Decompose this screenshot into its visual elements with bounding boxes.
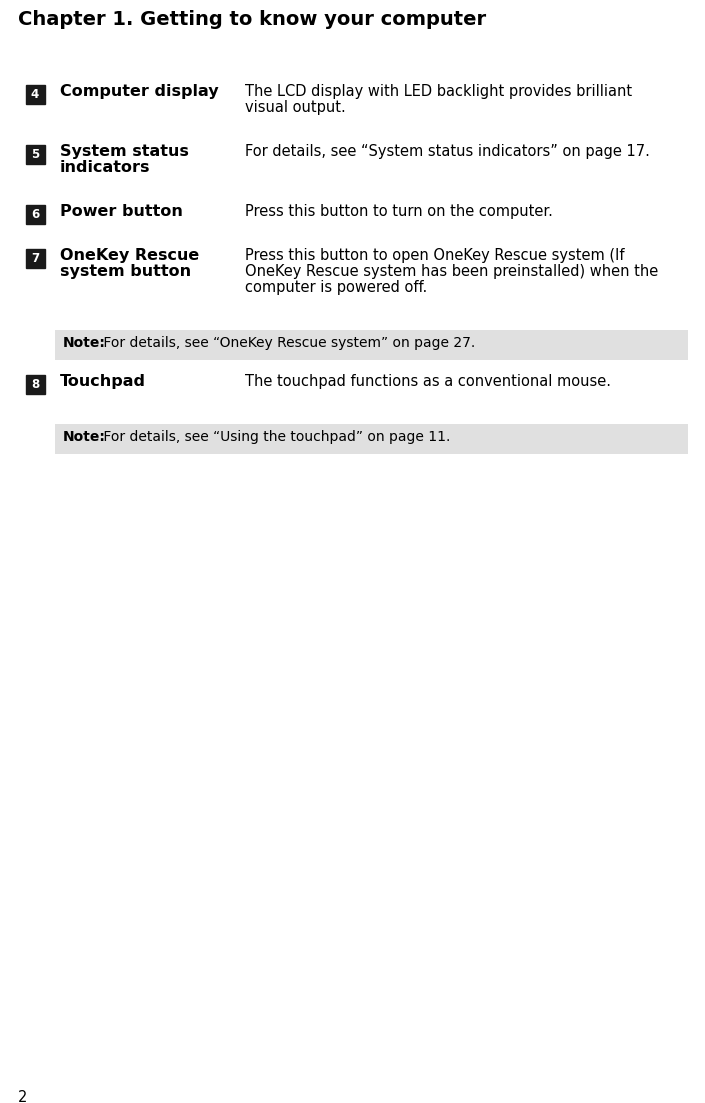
Text: OneKey Rescue system has been preinstalled) when the: OneKey Rescue system has been preinstall…: [245, 264, 658, 279]
FancyBboxPatch shape: [25, 204, 44, 224]
Text: Note:: Note:: [63, 430, 106, 445]
Text: The LCD display with LED backlight provides brilliant: The LCD display with LED backlight provi…: [245, 84, 632, 99]
FancyBboxPatch shape: [25, 85, 44, 104]
FancyBboxPatch shape: [25, 375, 44, 394]
Text: 5: 5: [31, 148, 39, 161]
Text: Touchpad: Touchpad: [60, 374, 146, 389]
FancyBboxPatch shape: [55, 424, 688, 454]
Text: 2: 2: [18, 1090, 27, 1103]
Text: For details, see “Using the touchpad” on page 11.: For details, see “Using the touchpad” on…: [99, 430, 450, 445]
Text: Computer display: Computer display: [60, 84, 219, 99]
FancyBboxPatch shape: [55, 330, 688, 360]
Text: Press this button to open OneKey Rescue system (If: Press this button to open OneKey Rescue …: [245, 248, 625, 263]
Text: OneKey Rescue: OneKey Rescue: [60, 248, 200, 263]
Text: Press this button to turn on the computer.: Press this button to turn on the compute…: [245, 204, 553, 219]
Text: The touchpad functions as a conventional mouse.: The touchpad functions as a conventional…: [245, 374, 611, 389]
Text: System status: System status: [60, 144, 189, 159]
Text: computer is powered off.: computer is powered off.: [245, 280, 427, 295]
Text: Chapter 1. Getting to know your computer: Chapter 1. Getting to know your computer: [18, 10, 486, 29]
Text: For details, see “OneKey Rescue system” on page 27.: For details, see “OneKey Rescue system” …: [99, 336, 475, 350]
Text: 4: 4: [31, 87, 39, 100]
Text: visual output.: visual output.: [245, 100, 345, 115]
Text: indicators: indicators: [60, 160, 150, 175]
FancyBboxPatch shape: [25, 248, 44, 268]
Text: Note:: Note:: [63, 336, 106, 350]
Text: system button: system button: [60, 264, 191, 279]
Text: 8: 8: [31, 377, 39, 390]
Text: Power button: Power button: [60, 204, 183, 219]
Text: 6: 6: [31, 207, 39, 221]
Text: 7: 7: [31, 251, 39, 265]
Text: For details, see “System status indicators” on page 17.: For details, see “System status indicato…: [245, 144, 650, 159]
FancyBboxPatch shape: [25, 144, 44, 163]
